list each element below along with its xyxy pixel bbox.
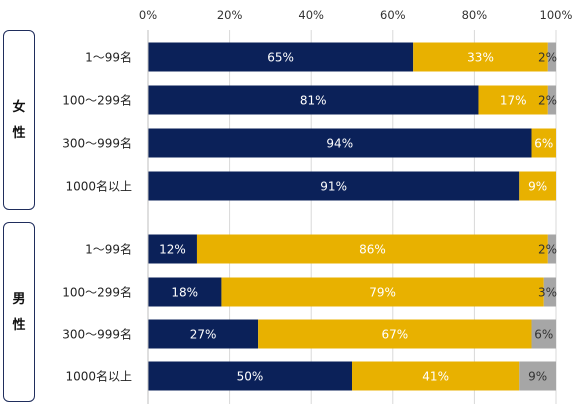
bar-segment: [148, 234, 197, 264]
group-label-char: 女: [12, 100, 26, 115]
bar-segment: [547, 42, 556, 72]
x-tick-label: 100%: [540, 8, 573, 22]
data-label: 94%: [326, 137, 353, 151]
bar-segment: [519, 171, 556, 201]
data-label: 17%: [500, 94, 527, 108]
data-label: 2%: [538, 51, 557, 65]
data-label: 27%: [190, 328, 217, 342]
data-label: 6%: [534, 328, 553, 342]
data-label: 41%: [422, 370, 449, 384]
group-box-male: 男 性: [3, 222, 35, 402]
data-label: 86%: [359, 243, 386, 257]
bar-segment: [148, 319, 259, 349]
row-label: 1〜99名: [85, 242, 132, 257]
x-tick-label: 40%: [298, 8, 324, 22]
bar-segment: [547, 85, 556, 115]
row-label: 100〜299名: [62, 285, 132, 300]
group-label-female: 女 性: [4, 99, 34, 143]
bar-segment: [352, 361, 520, 391]
bar-segment: [531, 128, 556, 158]
bar-segment: [148, 85, 479, 115]
data-label: 91%: [320, 180, 347, 194]
row-label: 300〜999名: [62, 327, 132, 342]
data-label: 65%: [267, 51, 294, 65]
x-tick-label: 0%: [139, 8, 157, 22]
bar-segment: [221, 277, 544, 307]
row-label: 1000名以上: [65, 179, 132, 194]
bar-segment: [148, 128, 532, 158]
bar-segment: [543, 277, 556, 307]
bar-segment: [258, 319, 532, 349]
data-label: 33%: [467, 51, 494, 65]
group-label-char: 性: [12, 126, 26, 141]
row-label: 1000名以上: [65, 369, 132, 384]
data-label: 9%: [528, 180, 547, 194]
bar-segment: [519, 361, 556, 391]
group-label-char: 性: [12, 318, 26, 333]
group-box-female: 女 性: [3, 30, 35, 210]
data-label: 9%: [528, 370, 547, 384]
row-label: 100〜299名: [62, 93, 132, 108]
bar-segment: [478, 85, 548, 115]
row-label: 1〜99名: [85, 50, 132, 65]
bar-segment: [413, 42, 548, 72]
data-label: 2%: [538, 243, 557, 257]
x-tick-label: 20%: [217, 8, 243, 22]
data-label: 18%: [171, 286, 198, 300]
x-tick-label: 80%: [462, 8, 488, 22]
bar-segment: [148, 277, 222, 307]
bar-segment: [547, 234, 556, 264]
data-label: 81%: [300, 94, 327, 108]
data-label: 12%: [159, 243, 186, 257]
bar-segment: [148, 171, 520, 201]
data-label: 2%: [538, 94, 557, 108]
data-label: 3%: [538, 286, 557, 300]
data-label: 6%: [534, 137, 553, 151]
data-label: 67%: [382, 328, 409, 342]
data-label: 79%: [369, 286, 396, 300]
row-label: 300〜999名: [62, 136, 132, 151]
bar-segment: [148, 361, 352, 391]
group-label-male: 男 性: [4, 291, 34, 335]
x-tick-label: 60%: [380, 8, 406, 22]
group-label-char: 男: [12, 292, 26, 307]
data-label: 50%: [237, 370, 264, 384]
bar-segment: [196, 234, 548, 264]
bar-segment: [531, 319, 556, 349]
bar-segment: [148, 42, 414, 72]
